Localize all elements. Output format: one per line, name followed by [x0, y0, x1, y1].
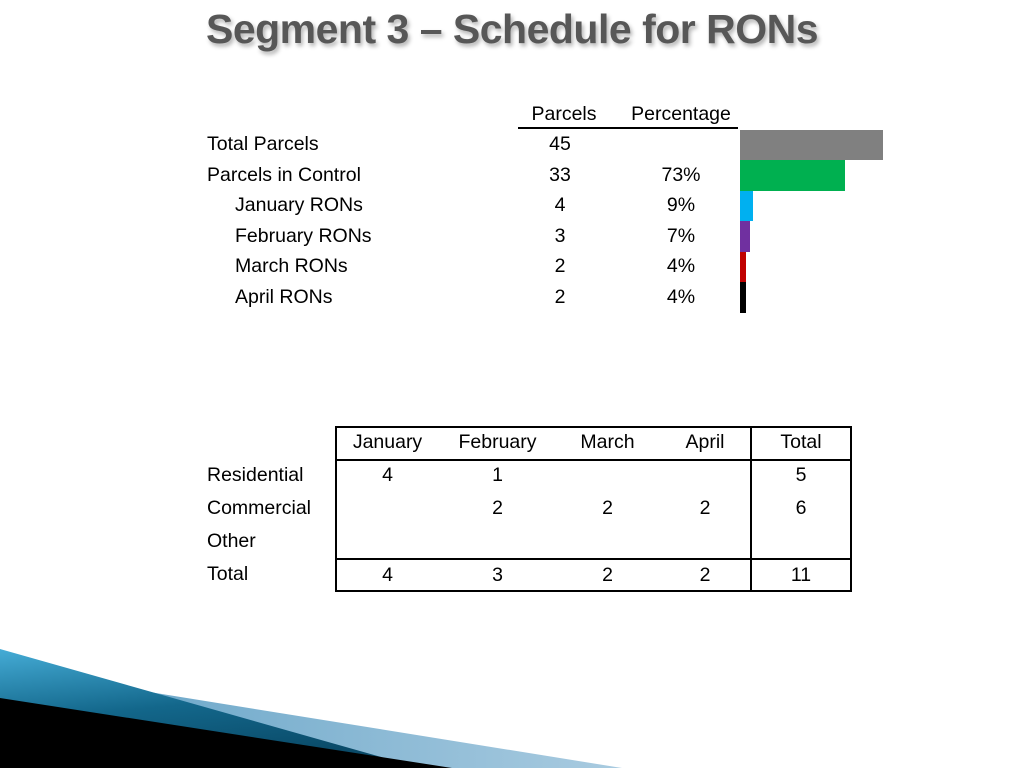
parcels-value: 33	[549, 163, 571, 186]
schedule-cell: 2	[492, 497, 503, 519]
black-triangle	[0, 698, 452, 768]
row-label: Parcels in Control	[207, 163, 361, 186]
schedule-cell: 2	[602, 497, 613, 519]
parcels-column-header: Parcels	[531, 103, 597, 125]
total-row-divider-line	[335, 558, 852, 560]
total-column-divider	[750, 426, 752, 592]
schedule-cell: 2	[699, 563, 711, 586]
column-header-february: February	[458, 431, 537, 453]
schedule-cell: 4	[382, 464, 393, 486]
march-rons-bar	[740, 251, 746, 282]
schedule-cell: 5	[795, 464, 807, 486]
column-header-april: April	[685, 431, 725, 453]
schedule-cell	[660, 525, 750, 558]
schedule-cell: 2	[699, 497, 711, 519]
parcel-row-february: February RONs 3 7%	[0, 221, 1024, 252]
percentage-value: 73%	[661, 163, 701, 186]
april-rons-bar	[740, 282, 746, 313]
parcels-value: 45	[549, 133, 571, 156]
row-label: March RONs	[235, 255, 348, 278]
percentage-value	[625, 130, 737, 161]
header-underline	[518, 127, 738, 129]
row-label-other: Other	[207, 530, 256, 552]
schedule-cell: 2	[602, 563, 613, 586]
february-rons-bar	[740, 221, 750, 252]
monthly-schedule-table: January February March April Total Resid…	[200, 426, 860, 592]
row-label-commercial: Commercial	[207, 497, 312, 519]
schedule-cell	[660, 459, 750, 492]
schedule-cell: 11	[790, 563, 812, 586]
total-parcels-bar	[740, 129, 883, 160]
row-label: February RONs	[235, 224, 372, 247]
parcels-value: 2	[554, 255, 566, 278]
percentage-column-header: Percentage	[631, 103, 731, 125]
schedule-cell	[335, 492, 440, 525]
slide-title: Segment 3 – Schedule for RONs	[205, 6, 819, 52]
parcels-in-control-bar	[740, 160, 845, 191]
column-header-january: January	[352, 431, 423, 453]
schedule-cell: 3	[492, 563, 503, 586]
schedule-cell	[555, 525, 660, 558]
schedule-cell	[750, 525, 852, 558]
parcel-row-total: Total Parcels 45	[0, 129, 1024, 161]
parcels-value: 2	[554, 285, 566, 308]
parcels-value: 3	[554, 224, 566, 247]
schedule-cell	[440, 525, 555, 558]
parcel-row-march: March RONs 2 4%	[0, 251, 1024, 282]
schedule-cell: 1	[492, 464, 503, 486]
percentage-value: 4%	[666, 255, 696, 278]
parcels-value: 4	[554, 194, 566, 217]
percentage-value: 4%	[666, 285, 696, 308]
january-rons-bar	[740, 190, 753, 221]
table-border	[335, 426, 852, 592]
schedule-cell	[335, 525, 440, 558]
row-label-residential: Residential	[207, 464, 304, 486]
row-label-total: Total	[207, 563, 249, 585]
schedule-cell: 6	[795, 497, 807, 519]
parcel-row-in-control: Parcels in Control 33 73%	[0, 160, 1024, 191]
schedule-cell: 4	[382, 563, 393, 586]
schedule-cell	[555, 459, 660, 492]
percentage-value: 7%	[666, 224, 696, 247]
row-label: April RONs	[235, 285, 333, 308]
column-header-march: March	[580, 431, 635, 453]
row-label: January RONs	[235, 194, 363, 217]
row-label: Total Parcels	[207, 133, 319, 156]
slide-corner-decoration	[0, 649, 622, 768]
parcel-row-january: January RONs 4 9%	[0, 190, 1024, 221]
parcel-row-april: April RONs 2 4%	[0, 282, 1024, 313]
header-divider-line	[335, 459, 852, 461]
column-header-total: Total	[780, 431, 822, 453]
percentage-value: 9%	[666, 194, 696, 217]
